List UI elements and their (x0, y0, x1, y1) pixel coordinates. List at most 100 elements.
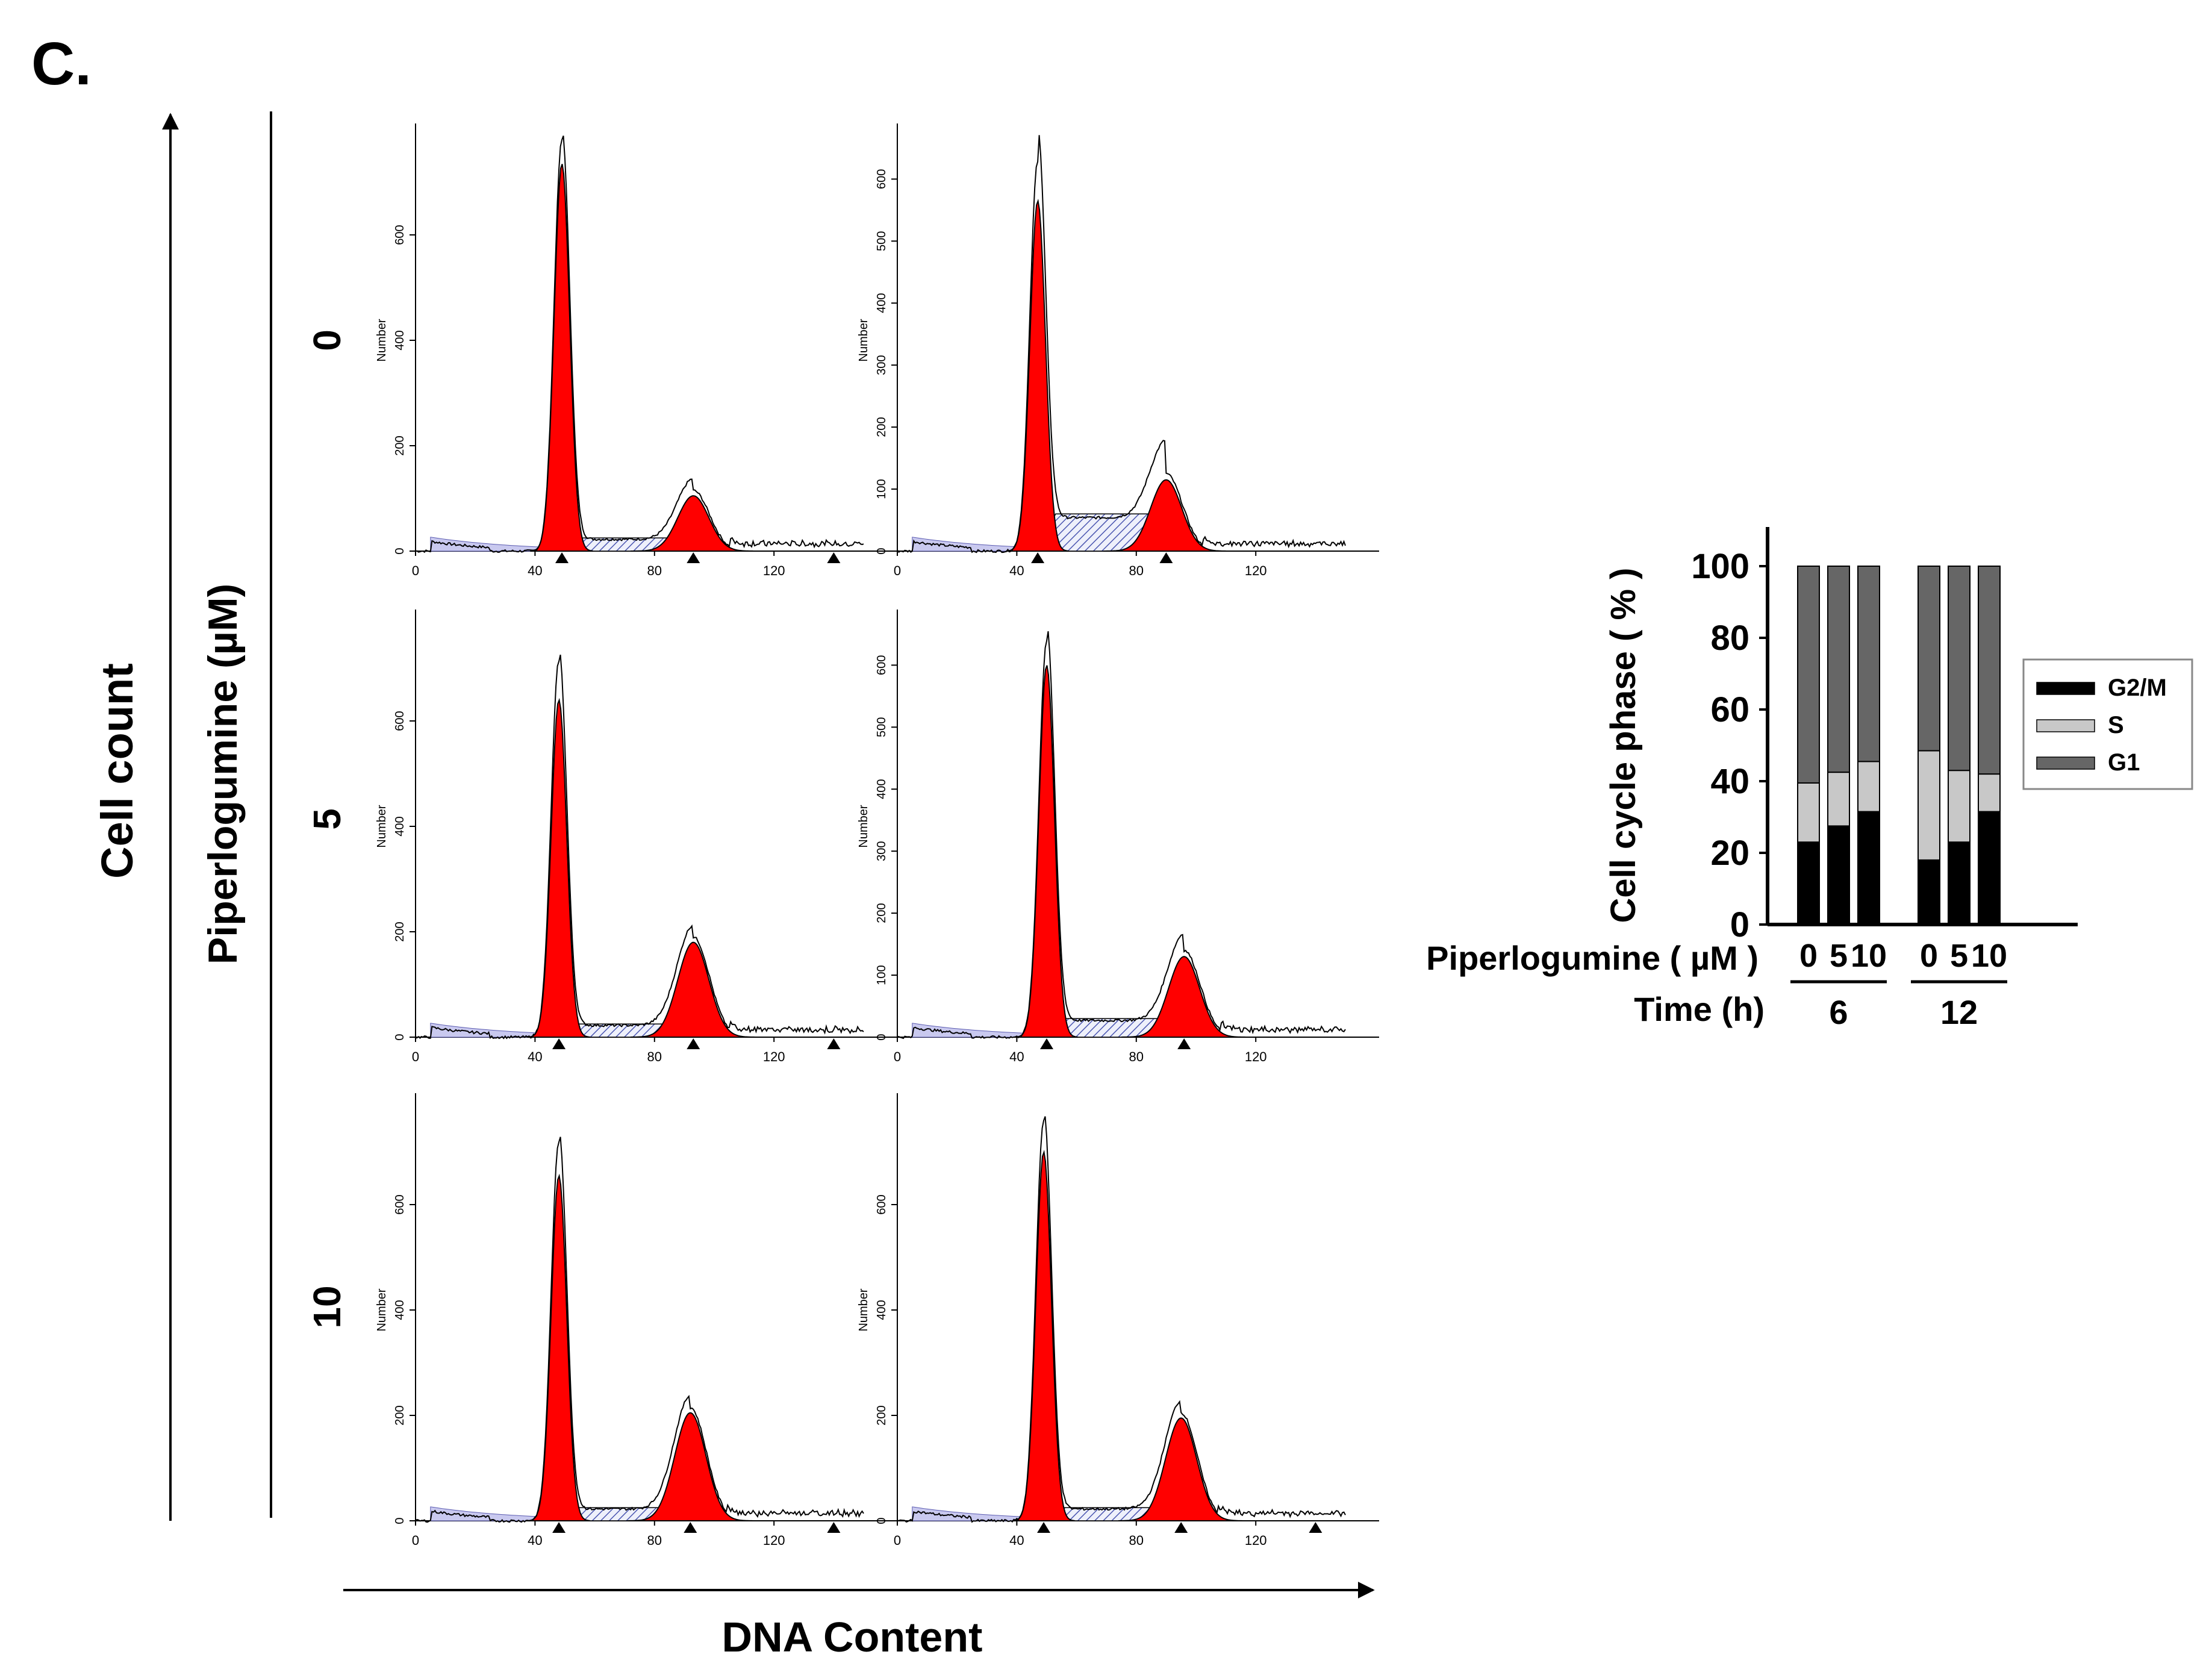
bar-G1-2 (1857, 566, 1880, 763)
hist-g2-peak (1118, 1417, 1244, 1521)
bar-y-tick-label: 0 (1730, 905, 1749, 944)
legend-swatch-G2/M (2036, 682, 2095, 695)
hist-g2-peak (631, 495, 756, 552)
hist-y-tick-label: 600 (875, 1194, 888, 1214)
hist-marker (687, 1038, 700, 1049)
hist-g2-peak (628, 1412, 753, 1521)
hist-x-tick-label: 80 (1129, 563, 1144, 578)
hist-x-tick-label: 80 (1129, 1533, 1144, 1548)
hist-debris (912, 1506, 1020, 1521)
bar-legend: G2/M S G1 (2022, 658, 2193, 790)
hist-y-tick-label: 600 (875, 169, 888, 189)
panel-label: C. (31, 30, 92, 98)
hist-y-tick-label: 400 (875, 1300, 888, 1320)
hist-debris (430, 1506, 535, 1521)
hist-marker (1309, 1522, 1323, 1533)
histogram-dose-5-col-2: 0 100 200 300 400 500 600 Number 0 40 80 120 (857, 610, 1379, 1064)
bar-group-label: 6 (1829, 993, 1848, 1031)
hist-envelope (897, 1116, 1346, 1523)
hist-g1-peak (527, 1173, 590, 1521)
hist-x-tick-label: 80 (647, 1533, 662, 1548)
hist-y-tick-label: 400 (393, 1300, 407, 1320)
hist-y-tick-label: 100 (875, 479, 888, 499)
histogram-dose-0-col-1: 0 200 400 600 Number 0 40 80 120 (375, 123, 897, 578)
hist-y-tick-label: 0 (875, 1034, 888, 1040)
hist-x-tick-label: 120 (763, 563, 785, 578)
hist-x-tick-label: 120 (1245, 563, 1267, 578)
hist-y-tick-label: 0 (393, 1517, 407, 1524)
bar-category-label: 5 (1830, 938, 1848, 974)
bar-G2/M-0 (1797, 841, 1820, 926)
hist-marker (687, 552, 700, 563)
bar-G1-0 (1797, 566, 1820, 784)
hist-x-tick-label: 0 (412, 1049, 419, 1064)
hist-envelope (897, 631, 1346, 1040)
hist-debris (912, 537, 1014, 552)
hist-envelope (415, 654, 864, 1040)
hist-g1-peak (530, 164, 593, 552)
hist-x-tick-label: 120 (763, 1533, 785, 1548)
hist-y-tick-label: 600 (393, 225, 407, 245)
hist-y-tick-label: 200 (393, 435, 407, 455)
bar-S-1 (1827, 772, 1850, 827)
hist-y-tick-label: 600 (875, 655, 888, 675)
hist-marker (552, 1522, 566, 1533)
hist-y-tick-label: 200 (875, 1405, 888, 1425)
hist-y-tick-label: 200 (875, 417, 888, 437)
hist-debris (430, 537, 538, 552)
hist-x-tick-label: 0 (894, 1533, 901, 1548)
bar-G1-4 (1948, 566, 1971, 772)
hist-y-tick-label: 300 (875, 355, 888, 375)
legend-swatch-G1 (2036, 756, 2095, 770)
hist-x-tick-label: 80 (647, 563, 662, 578)
hist-marker (1040, 1038, 1053, 1049)
bar-G2/M-3 (1918, 859, 1940, 926)
bar-category-label: 0 (1799, 938, 1818, 974)
hist-y-tick-label: 200 (393, 922, 407, 941)
hist-y-tick-label: 0 (393, 1034, 407, 1040)
bar-y-tick-label: 100 (1691, 547, 1749, 586)
cell-count-label: Cell count (92, 663, 142, 879)
bar-G1-1 (1827, 566, 1850, 773)
hist-x-tick-label: 0 (412, 563, 419, 578)
legend-swatch-S (2036, 719, 2095, 732)
hist-y-tick-label: 0 (875, 1517, 888, 1524)
hist-envelope (415, 136, 864, 554)
bar-category-label: 10 (1971, 938, 2007, 974)
hist-g2-peak (1103, 479, 1229, 552)
hist-marker (1174, 1522, 1188, 1533)
hist-x-tick-label: 120 (1245, 1049, 1267, 1064)
hist-x-tick-label: 0 (412, 1533, 419, 1548)
hist-x-tick-label: 40 (528, 563, 542, 578)
dose-label-0: 0 (305, 329, 349, 351)
bar-G2/M-4 (1948, 841, 1971, 926)
hist-x-tick-label: 0 (894, 1049, 901, 1064)
hist-marker (552, 1038, 566, 1049)
hist-y-tick-label: 500 (875, 717, 888, 737)
hist-x-tick-label: 80 (1129, 1049, 1144, 1064)
hist-x-tick-label: 40 (528, 1533, 542, 1548)
bar-y-tick-label: 60 (1710, 690, 1749, 729)
hist-y-tick-label: 400 (393, 816, 407, 836)
dose-label-5: 5 (305, 808, 349, 830)
hist-y-label: Number (375, 805, 388, 847)
dna-content-label: DNA Content (722, 1614, 983, 1661)
hist-marker (827, 1522, 841, 1533)
bar-category-label: 0 (1920, 938, 1938, 974)
hist-y-tick-label: 600 (393, 1194, 407, 1214)
hist-y-tick-label: 600 (393, 711, 407, 731)
hist-y-tick-label: 400 (875, 779, 888, 799)
bar-S-5 (1978, 773, 2001, 812)
hist-x-tick-label: 80 (647, 1049, 662, 1064)
hist-g1-peak (1006, 199, 1069, 552)
hist-y-tick-label: 100 (875, 965, 888, 985)
legend-label-G2/M: G2/M (2108, 675, 2167, 701)
hist-y-tick-label: 200 (875, 903, 888, 923)
hist-y-tick-label: 0 (875, 547, 888, 554)
hist-x-tick-label: 120 (763, 1049, 785, 1064)
hist-y-tick-label: 0 (393, 547, 407, 554)
hist-x-tick-label: 0 (894, 563, 901, 578)
hist-marker (1031, 552, 1045, 563)
